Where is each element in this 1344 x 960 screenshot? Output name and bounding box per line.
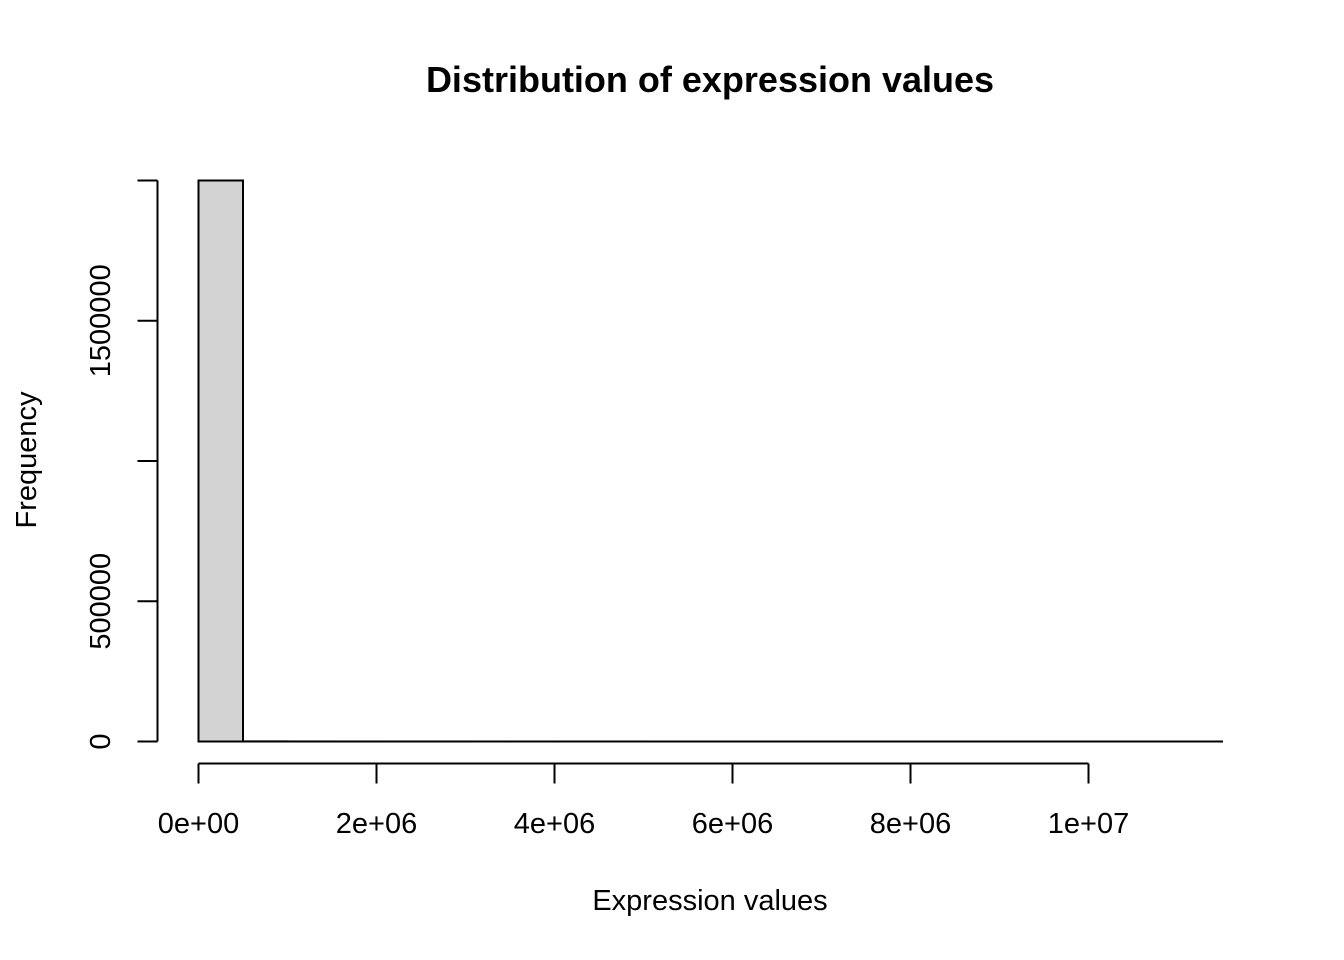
x-tick-label: 1e+07 bbox=[1048, 808, 1129, 840]
y-axis: 0 500000 1500000 bbox=[85, 179, 159, 750]
x-axis-label: Expression values bbox=[592, 885, 827, 917]
y-tick-label: 1500000 bbox=[85, 264, 117, 377]
x-tick-label: 4e+06 bbox=[514, 808, 595, 840]
chart-title: Distribution of expression values bbox=[426, 59, 994, 100]
x-axis: 0e+00 2e+06 4e+06 6e+06 8e+06 1e+07 bbox=[158, 762, 1129, 840]
x-tick-label: 0e+00 bbox=[158, 808, 239, 840]
histogram-bars bbox=[197, 179, 1223, 743]
x-tick-label: 2e+06 bbox=[336, 808, 417, 840]
histogram-bar bbox=[197, 179, 244, 743]
x-tick-label: 8e+06 bbox=[870, 808, 951, 840]
y-axis-label: Frequency bbox=[11, 391, 43, 529]
x-tick-label: 6e+06 bbox=[692, 808, 773, 840]
y-tick-label: 500000 bbox=[85, 553, 117, 650]
y-tick-label: 0 bbox=[85, 733, 117, 749]
